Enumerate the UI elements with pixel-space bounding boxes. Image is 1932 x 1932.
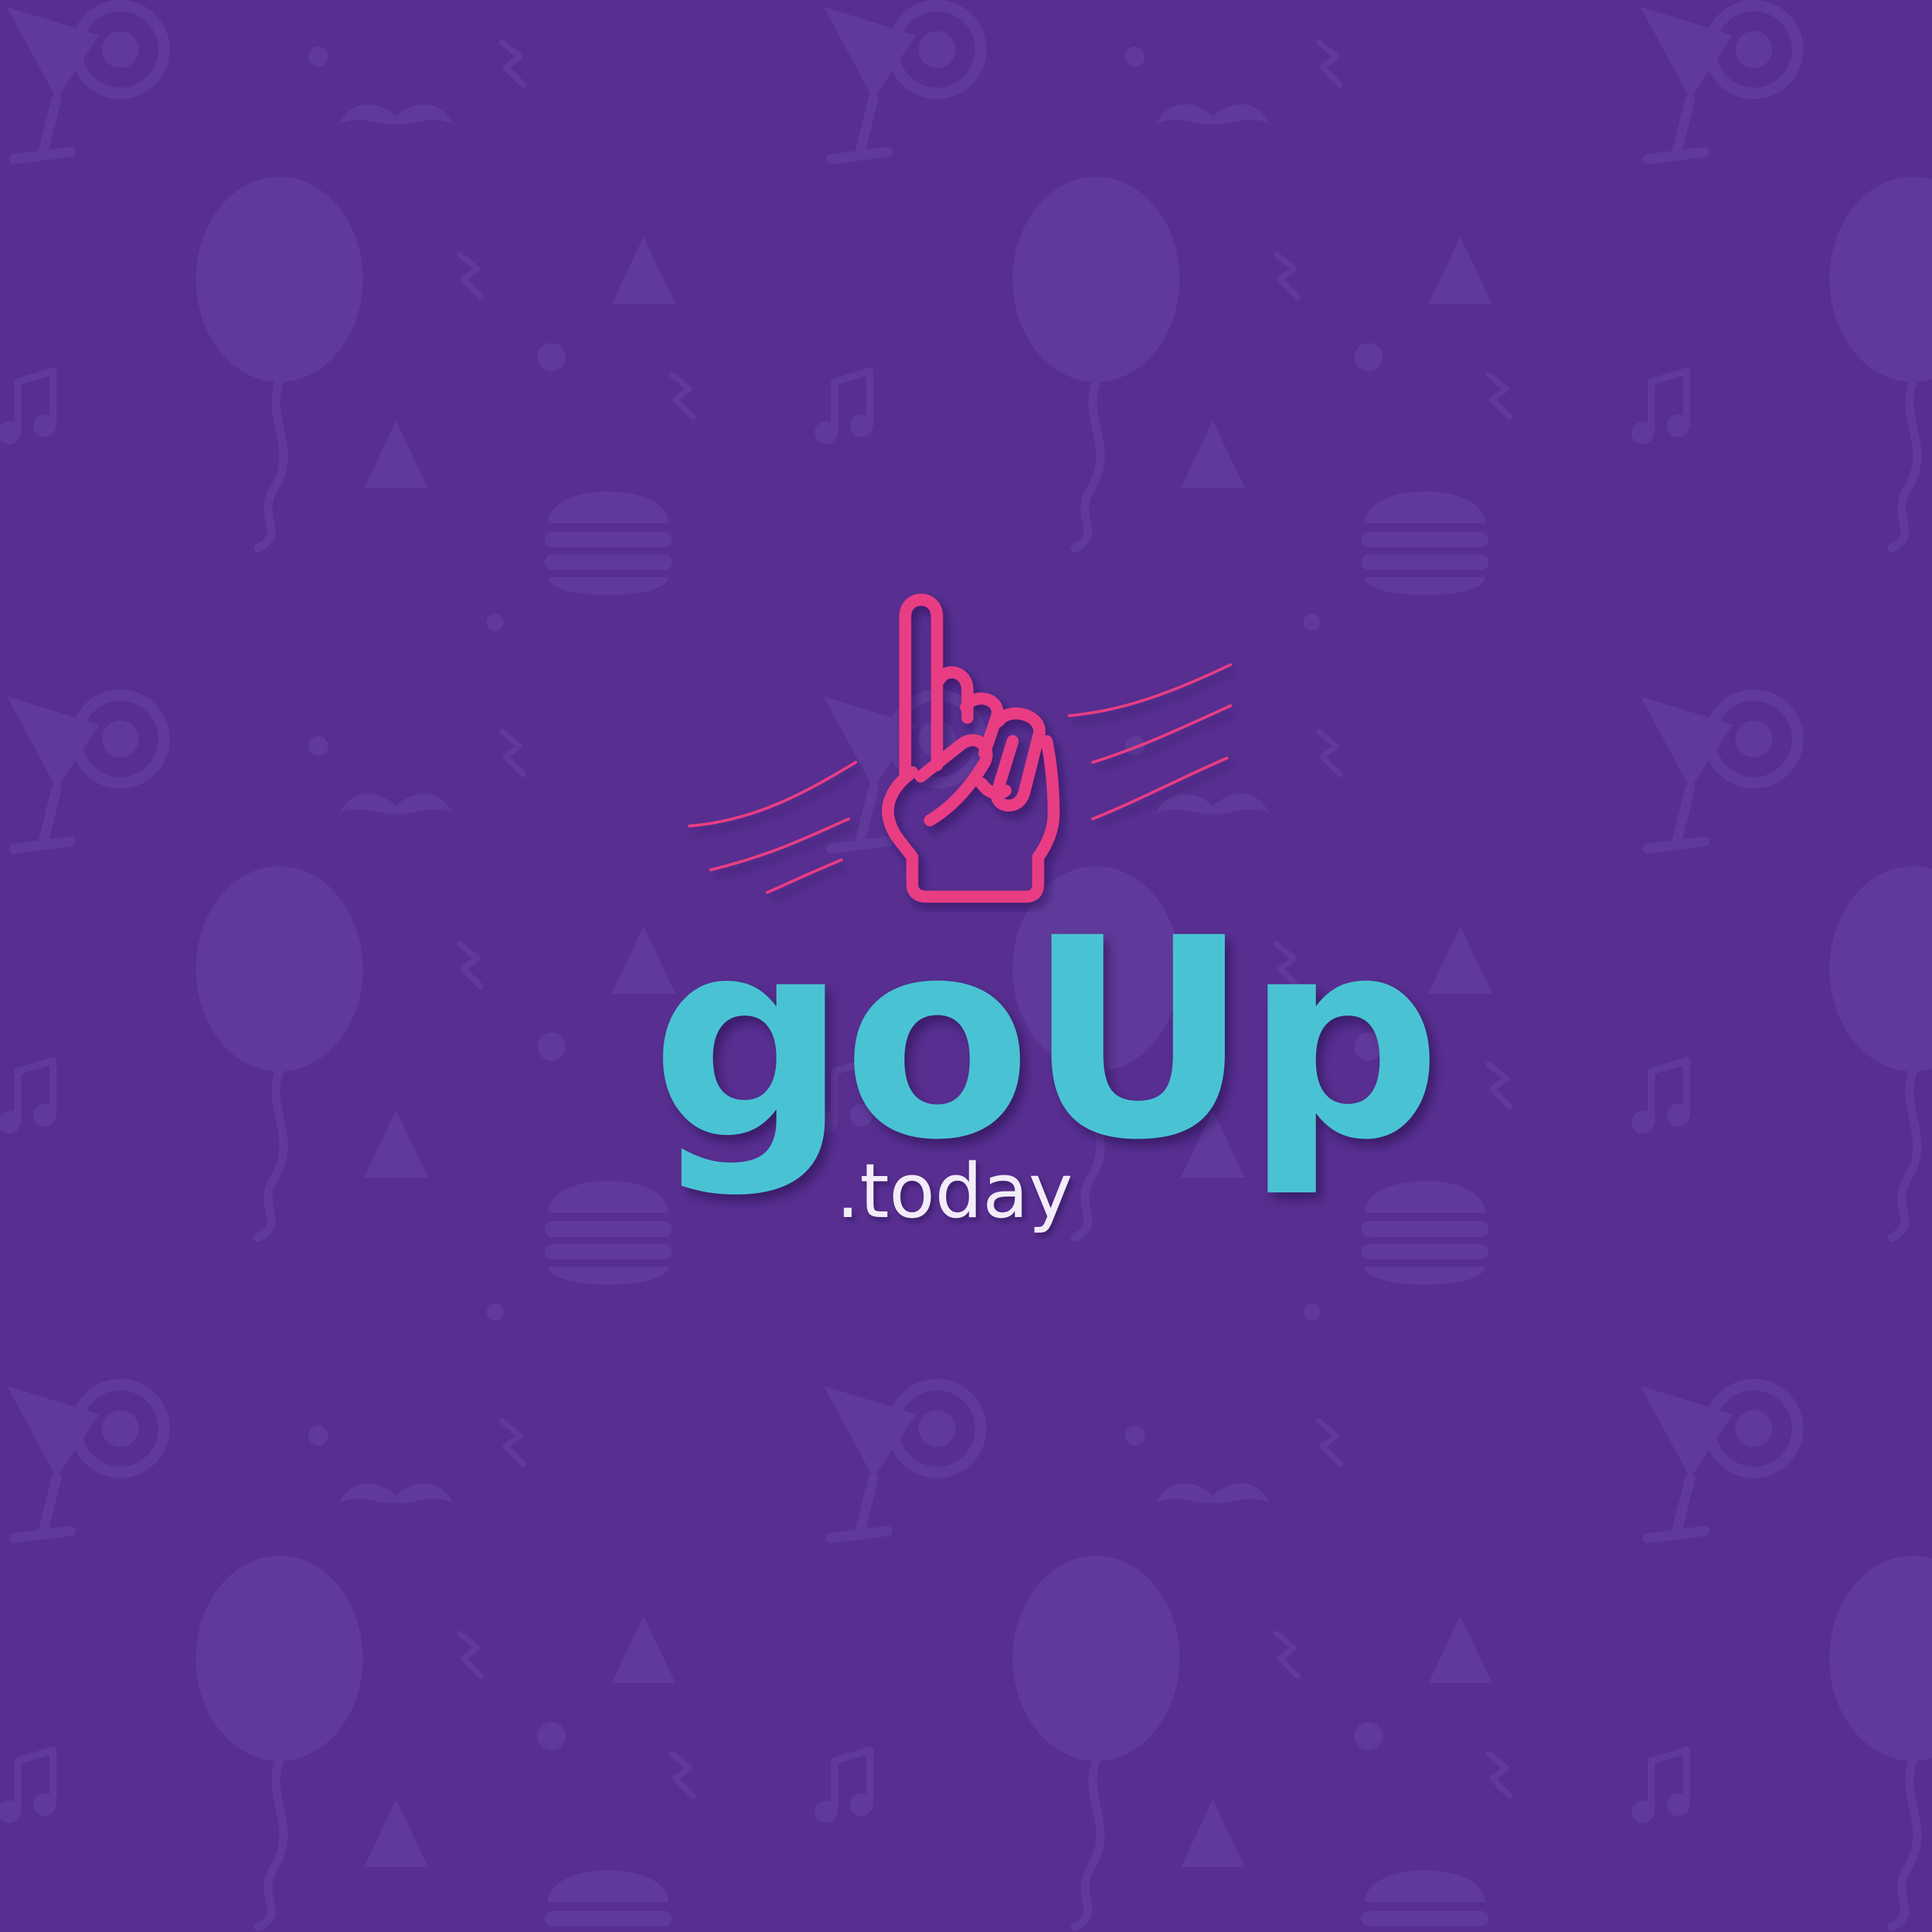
hand-pointing-up-icon [688,593,1232,903]
motion-lines [688,663,1232,894]
brand-domain: .today [836,1148,1073,1235]
brand-name: goUp [651,879,1442,1200]
brand-wordmark: goUp .today [651,879,1442,1238]
hand [882,593,1060,903]
